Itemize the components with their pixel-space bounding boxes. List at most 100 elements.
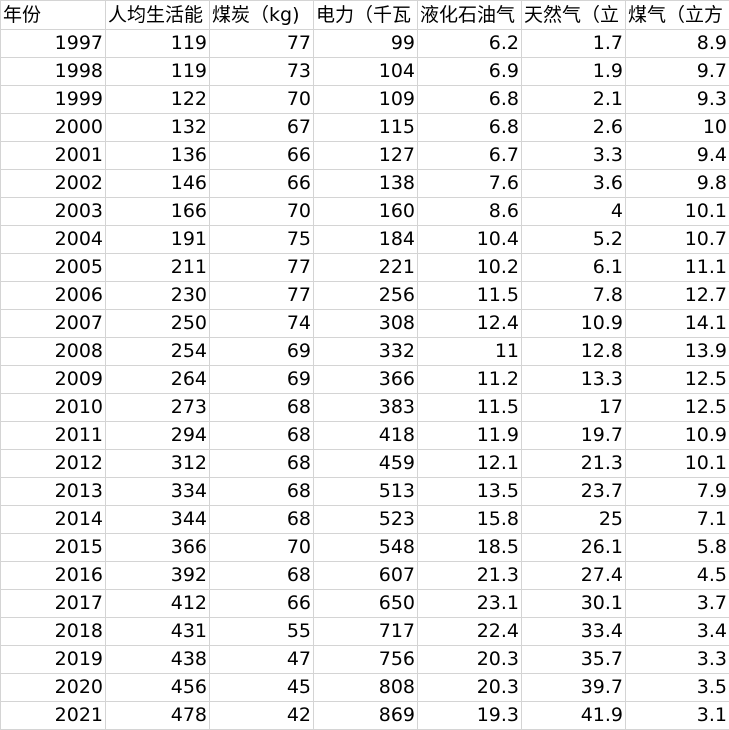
cell-electricity[interactable]: 366 bbox=[314, 366, 418, 394]
cell-natural-gas[interactable]: 23.7 bbox=[522, 478, 626, 506]
cell-coal-gas[interactable]: 9.7 bbox=[626, 58, 729, 86]
cell-electricity[interactable]: 808 bbox=[314, 674, 418, 702]
cell-coal[interactable]: 68 bbox=[210, 478, 314, 506]
cell-coal[interactable]: 42 bbox=[210, 702, 314, 730]
cell-natural-gas[interactable]: 1.9 bbox=[522, 58, 626, 86]
cell-per-capita-energy[interactable]: 146 bbox=[106, 170, 210, 198]
cell-natural-gas[interactable]: 30.1 bbox=[522, 590, 626, 618]
cell-coal-gas[interactable]: 9.4 bbox=[626, 142, 729, 170]
cell-lpg[interactable]: 12.1 bbox=[418, 450, 522, 478]
cell-electricity[interactable]: 221 bbox=[314, 254, 418, 282]
cell-lpg[interactable]: 6.8 bbox=[418, 114, 522, 142]
cell-coal[interactable]: 69 bbox=[210, 366, 314, 394]
cell-coal-gas[interactable]: 12.5 bbox=[626, 366, 729, 394]
cell-electricity[interactable]: 607 bbox=[314, 562, 418, 590]
cell-coal-gas[interactable]: 10.1 bbox=[626, 450, 729, 478]
cell-natural-gas[interactable]: 27.4 bbox=[522, 562, 626, 590]
cell-lpg[interactable]: 19.3 bbox=[418, 702, 522, 730]
cell-per-capita-energy[interactable]: 392 bbox=[106, 562, 210, 590]
cell-lpg[interactable]: 18.5 bbox=[418, 534, 522, 562]
cell-coal-gas[interactable]: 10.1 bbox=[626, 198, 729, 226]
cell-year[interactable]: 2008 bbox=[1, 338, 106, 366]
cell-coal[interactable]: 70 bbox=[210, 86, 314, 114]
cell-coal-gas[interactable]: 12.7 bbox=[626, 282, 729, 310]
cell-coal[interactable]: 68 bbox=[210, 506, 314, 534]
cell-natural-gas[interactable]: 1.7 bbox=[522, 30, 626, 58]
cell-natural-gas[interactable]: 3.6 bbox=[522, 170, 626, 198]
cell-year[interactable]: 2003 bbox=[1, 198, 106, 226]
cell-electricity[interactable]: 127 bbox=[314, 142, 418, 170]
cell-year[interactable]: 2001 bbox=[1, 142, 106, 170]
cell-coal-gas[interactable]: 8.9 bbox=[626, 30, 729, 58]
cell-electricity[interactable]: 138 bbox=[314, 170, 418, 198]
cell-coal[interactable]: 70 bbox=[210, 198, 314, 226]
cell-natural-gas[interactable]: 25 bbox=[522, 506, 626, 534]
cell-year[interactable]: 2000 bbox=[1, 114, 106, 142]
cell-per-capita-energy[interactable]: 230 bbox=[106, 282, 210, 310]
cell-electricity[interactable]: 459 bbox=[314, 450, 418, 478]
cell-year[interactable]: 2017 bbox=[1, 590, 106, 618]
cell-per-capita-energy[interactable]: 438 bbox=[106, 646, 210, 674]
header-cell-lpg[interactable]: 液化石油气 bbox=[418, 1, 522, 30]
cell-electricity[interactable]: 383 bbox=[314, 394, 418, 422]
cell-per-capita-energy[interactable]: 119 bbox=[106, 58, 210, 86]
cell-natural-gas[interactable]: 26.1 bbox=[522, 534, 626, 562]
cell-electricity[interactable]: 115 bbox=[314, 114, 418, 142]
cell-natural-gas[interactable]: 21.3 bbox=[522, 450, 626, 478]
cell-electricity[interactable]: 332 bbox=[314, 338, 418, 366]
cell-coal-gas[interactable]: 4.5 bbox=[626, 562, 729, 590]
cell-natural-gas[interactable]: 6.1 bbox=[522, 254, 626, 282]
cell-coal-gas[interactable]: 3.7 bbox=[626, 590, 729, 618]
cell-natural-gas[interactable]: 35.7 bbox=[522, 646, 626, 674]
cell-coal-gas[interactable]: 7.1 bbox=[626, 506, 729, 534]
cell-year[interactable]: 2011 bbox=[1, 422, 106, 450]
cell-coal[interactable]: 68 bbox=[210, 422, 314, 450]
cell-per-capita-energy[interactable]: 191 bbox=[106, 226, 210, 254]
cell-lpg[interactable]: 15.8 bbox=[418, 506, 522, 534]
cell-coal-gas[interactable]: 14.1 bbox=[626, 310, 729, 338]
cell-coal[interactable]: 74 bbox=[210, 310, 314, 338]
cell-coal-gas[interactable]: 3.3 bbox=[626, 646, 729, 674]
cell-year[interactable]: 2021 bbox=[1, 702, 106, 730]
cell-coal[interactable]: 77 bbox=[210, 30, 314, 58]
cell-coal-gas[interactable]: 3.5 bbox=[626, 674, 729, 702]
cell-coal[interactable]: 68 bbox=[210, 562, 314, 590]
cell-per-capita-energy[interactable]: 250 bbox=[106, 310, 210, 338]
cell-per-capita-energy[interactable]: 412 bbox=[106, 590, 210, 618]
cell-coal[interactable]: 45 bbox=[210, 674, 314, 702]
cell-electricity[interactable]: 756 bbox=[314, 646, 418, 674]
cell-year[interactable]: 2015 bbox=[1, 534, 106, 562]
header-cell-electricity[interactable]: 电力（千瓦 bbox=[314, 1, 418, 30]
cell-coal-gas[interactable]: 10.9 bbox=[626, 422, 729, 450]
cell-natural-gas[interactable]: 33.4 bbox=[522, 618, 626, 646]
header-cell-coal[interactable]: 煤炭（kg) bbox=[210, 1, 314, 30]
cell-coal[interactable]: 73 bbox=[210, 58, 314, 86]
cell-natural-gas[interactable]: 12.8 bbox=[522, 338, 626, 366]
cell-year[interactable]: 2016 bbox=[1, 562, 106, 590]
cell-coal[interactable]: 67 bbox=[210, 114, 314, 142]
cell-natural-gas[interactable]: 2.6 bbox=[522, 114, 626, 142]
cell-coal-gas[interactable]: 5.8 bbox=[626, 534, 729, 562]
cell-year[interactable]: 1997 bbox=[1, 30, 106, 58]
cell-coal-gas[interactable]: 12.5 bbox=[626, 394, 729, 422]
cell-coal[interactable]: 69 bbox=[210, 338, 314, 366]
cell-coal[interactable]: 66 bbox=[210, 142, 314, 170]
cell-natural-gas[interactable]: 41.9 bbox=[522, 702, 626, 730]
cell-year[interactable]: 1999 bbox=[1, 86, 106, 114]
cell-natural-gas[interactable]: 3.3 bbox=[522, 142, 626, 170]
cell-natural-gas[interactable]: 4 bbox=[522, 198, 626, 226]
cell-coal-gas[interactable]: 3.1 bbox=[626, 702, 729, 730]
cell-electricity[interactable]: 513 bbox=[314, 478, 418, 506]
cell-coal[interactable]: 77 bbox=[210, 282, 314, 310]
cell-per-capita-energy[interactable]: 294 bbox=[106, 422, 210, 450]
cell-natural-gas[interactable]: 7.8 bbox=[522, 282, 626, 310]
cell-per-capita-energy[interactable]: 119 bbox=[106, 30, 210, 58]
cell-lpg[interactable]: 11.2 bbox=[418, 366, 522, 394]
cell-per-capita-energy[interactable]: 211 bbox=[106, 254, 210, 282]
cell-per-capita-energy[interactable]: 344 bbox=[106, 506, 210, 534]
cell-lpg[interactable]: 11.5 bbox=[418, 282, 522, 310]
cell-coal[interactable]: 70 bbox=[210, 534, 314, 562]
cell-electricity[interactable]: 869 bbox=[314, 702, 418, 730]
cell-lpg[interactable]: 10.2 bbox=[418, 254, 522, 282]
cell-per-capita-energy[interactable]: 264 bbox=[106, 366, 210, 394]
